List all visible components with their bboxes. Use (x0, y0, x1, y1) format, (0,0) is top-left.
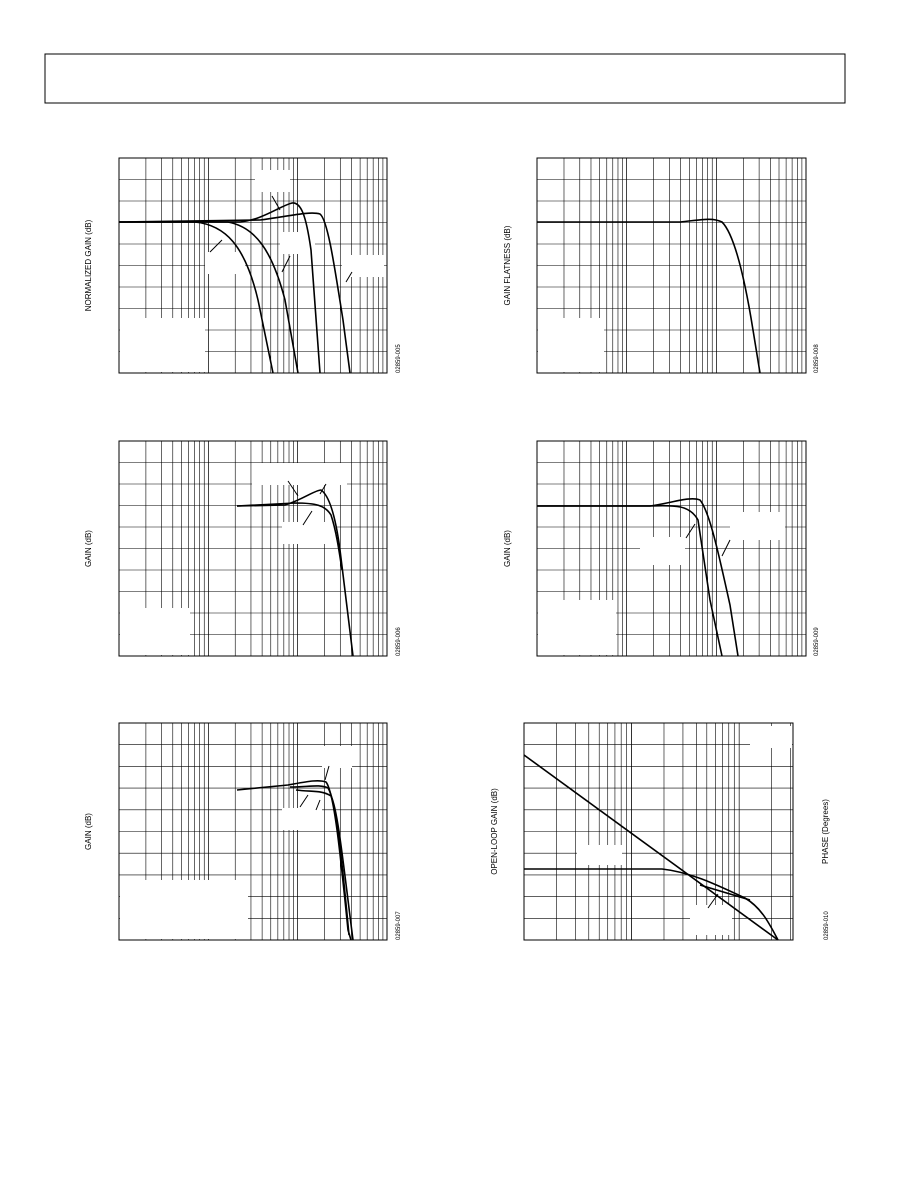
arrow (299, 765, 330, 811)
plot-frame (118, 440, 388, 657)
y-axis-label: GAIN FLATNESS (dB) (503, 225, 512, 305)
y-axis-label: GAIN (dB) (84, 813, 93, 850)
arrow (209, 195, 353, 283)
plot-frame (523, 722, 794, 941)
y-axis-label: NORMALIZED GAIN (dB) (84, 219, 93, 311)
figure-code: 02859-007 (396, 911, 402, 940)
panel-4-curves (537, 498, 785, 657)
plot-frame (536, 157, 807, 374)
arrow (707, 893, 719, 909)
mask (342, 255, 384, 277)
curve (699, 884, 751, 901)
mask (252, 463, 347, 485)
panel-5-curves (120, 746, 354, 941)
figure-code: 02859-006 (396, 627, 402, 656)
y2-axis-label: PHASE (Degrees) (821, 799, 830, 864)
plot-frame (536, 440, 807, 657)
curve (524, 868, 779, 941)
plot-frame (118, 722, 388, 941)
curve (295, 789, 354, 941)
mask (730, 512, 785, 540)
panel-1-curves (118, 170, 384, 374)
mask (750, 726, 792, 748)
mask (640, 537, 685, 565)
panel-6-curves (523, 726, 792, 941)
mask (577, 845, 622, 865)
panel: OPEN-LOOP GAIN (dB) 02859-010 PHASE (Degre… (490, 722, 830, 941)
y-axis-label: OPEN-LOOP GAIN (dB) (490, 788, 499, 875)
curve (236, 489, 354, 657)
curve (289, 785, 350, 936)
figure-code: 02859-009 (814, 627, 820, 656)
mask (538, 318, 604, 372)
curve (119, 221, 299, 374)
panel-3-curves (120, 463, 354, 657)
mask (205, 252, 245, 274)
figure-code: 02859-010 (824, 911, 830, 940)
y-axis-label: GAIN (dB) (503, 530, 512, 567)
mask (690, 905, 732, 935)
plot-frame (118, 157, 388, 374)
curve (118, 212, 351, 374)
curve (523, 754, 779, 941)
arrow (287, 480, 327, 526)
mask (120, 608, 190, 655)
panel: GAIN FLATNESS (dB) 02859-008 (503, 157, 820, 374)
header-box (44, 53, 846, 104)
mask (280, 232, 315, 254)
mask (282, 808, 322, 830)
curve (236, 502, 343, 571)
curve (537, 218, 761, 374)
y-axis-label: GAIN (dB) (84, 530, 93, 567)
arrow (685, 523, 731, 557)
mask (255, 170, 290, 192)
mask (120, 318, 205, 372)
mask (120, 880, 248, 939)
mask (322, 746, 352, 768)
curve (537, 498, 739, 657)
figure-code: 02859-005 (396, 344, 402, 373)
mask (282, 522, 337, 544)
mask (538, 600, 616, 655)
grids: NORMALIZED GAIN (dB) 02859-005 GAIN FLATNE… (84, 157, 830, 941)
panel-2-curves (537, 218, 761, 374)
curve (537, 504, 723, 657)
figure-code: 02859-008 (814, 344, 820, 373)
